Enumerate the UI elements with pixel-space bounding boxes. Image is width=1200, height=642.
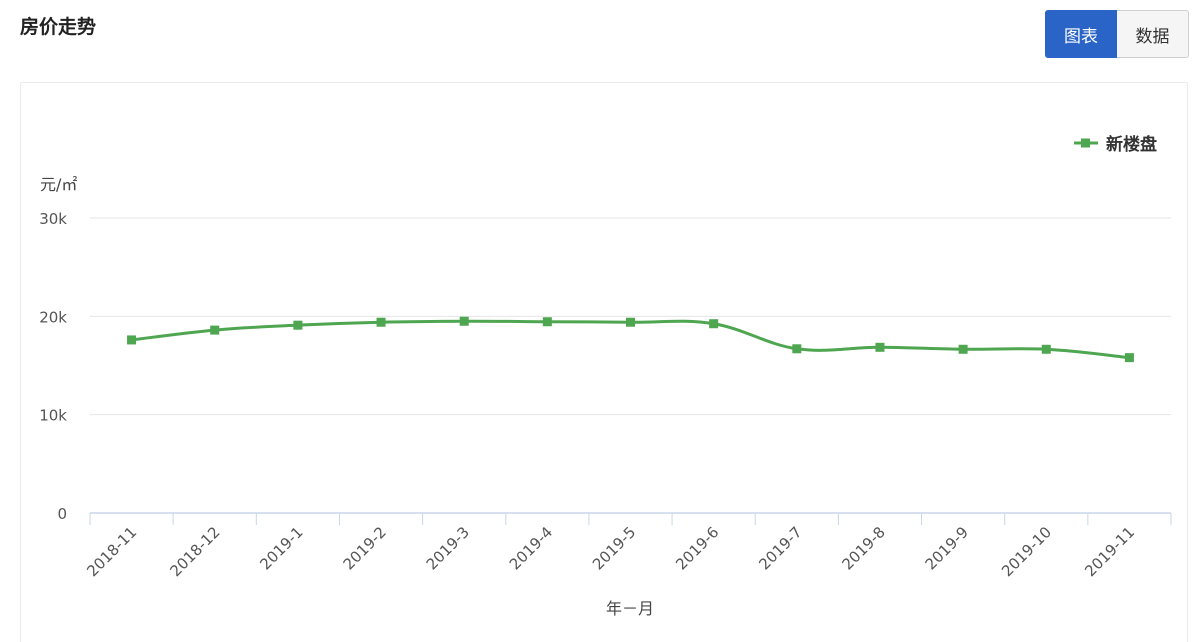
x-tick-label: 2019-3 bbox=[423, 523, 473, 573]
x-tick-label: 2019-8 bbox=[838, 523, 888, 573]
x-tick-label: 2019-7 bbox=[755, 523, 805, 573]
view-toggle: 图表 数据 bbox=[1045, 10, 1189, 58]
x-tick-label: 2018-12 bbox=[167, 523, 224, 580]
data-point[interactable] bbox=[293, 320, 303, 330]
x-axis-label: 年－月 bbox=[606, 599, 654, 618]
legend-label: 新楼盘 bbox=[1106, 134, 1157, 155]
chart-panel bbox=[20, 82, 1188, 642]
data-point[interactable] bbox=[459, 316, 469, 326]
y-tick-label: 20k bbox=[39, 308, 67, 326]
data-point[interactable] bbox=[958, 344, 968, 354]
y-tick-label: 10k bbox=[39, 407, 67, 425]
x-tick-label: 2019-9 bbox=[922, 523, 972, 573]
y-tick-label: 30k bbox=[39, 210, 67, 228]
data-point[interactable] bbox=[210, 325, 220, 335]
x-tick-label: 2019-10 bbox=[998, 523, 1055, 580]
data-point[interactable] bbox=[542, 317, 552, 327]
data-point[interactable] bbox=[875, 342, 885, 352]
chart-legend[interactable]: 新楼盘 bbox=[1074, 134, 1157, 155]
data-point[interactable] bbox=[709, 319, 719, 329]
data-point[interactable] bbox=[1124, 353, 1134, 363]
page-title: 房价走势 bbox=[20, 16, 97, 38]
chart-view-button[interactable]: 图表 bbox=[1045, 10, 1117, 58]
x-tick-label: 2019-2 bbox=[340, 523, 390, 573]
data-point[interactable] bbox=[792, 344, 802, 354]
y-unit-label: 元/㎡ bbox=[40, 175, 77, 194]
data-point[interactable] bbox=[376, 317, 386, 327]
legend-marker-swatch bbox=[1081, 138, 1090, 148]
x-tick-label: 2019-11 bbox=[1081, 523, 1138, 580]
x-tick-label: 2019-1 bbox=[256, 523, 306, 573]
x-tick-label: 2018-11 bbox=[83, 523, 140, 580]
data-point[interactable] bbox=[626, 317, 635, 327]
data-view-button[interactable]: 数据 bbox=[1117, 10, 1189, 58]
x-tick-label: 2019-4 bbox=[506, 523, 556, 573]
x-tick-label: 2019-5 bbox=[589, 523, 639, 573]
x-tick-label: 2019-6 bbox=[672, 523, 722, 573]
data-point[interactable] bbox=[1041, 344, 1051, 354]
y-tick-label: 0 bbox=[57, 505, 67, 523]
data-point[interactable] bbox=[127, 335, 137, 345]
